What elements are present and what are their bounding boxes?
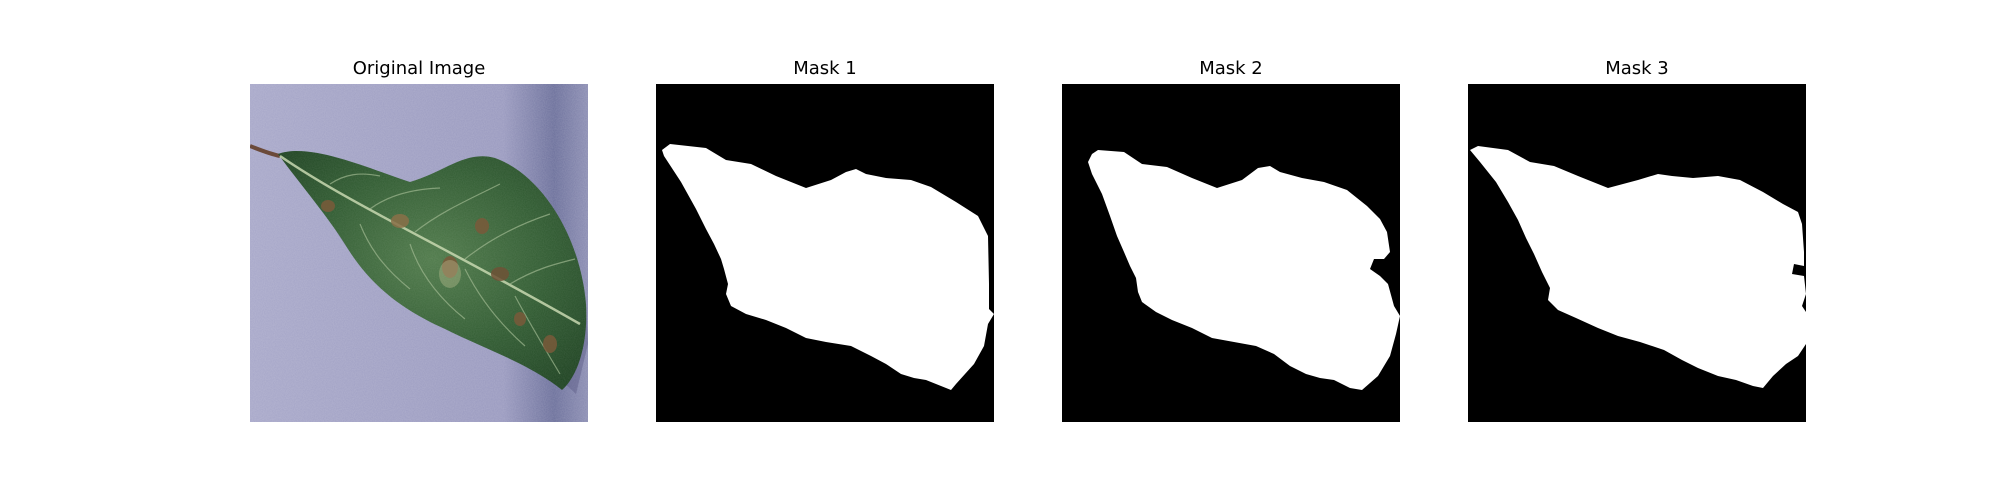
mask-2-title: Mask 2 xyxy=(1199,58,1263,79)
mask-2-image xyxy=(1062,84,1400,422)
mask-1-panel: Mask 1 xyxy=(656,54,994,440)
mask-1-image xyxy=(656,84,994,422)
original-image-title: Original Image xyxy=(352,58,486,79)
mask-3-image xyxy=(1468,84,1806,422)
mask-1-title: Mask 1 xyxy=(793,58,857,79)
mask-3-title: Mask 3 xyxy=(1605,58,1669,79)
original-image-panel: Original Image xyxy=(250,54,588,440)
mask-3-panel: Mask 3 xyxy=(1468,54,1806,440)
original-leaf-photo xyxy=(250,84,588,422)
mask-2-panel: Mask 2 xyxy=(1062,54,1400,440)
